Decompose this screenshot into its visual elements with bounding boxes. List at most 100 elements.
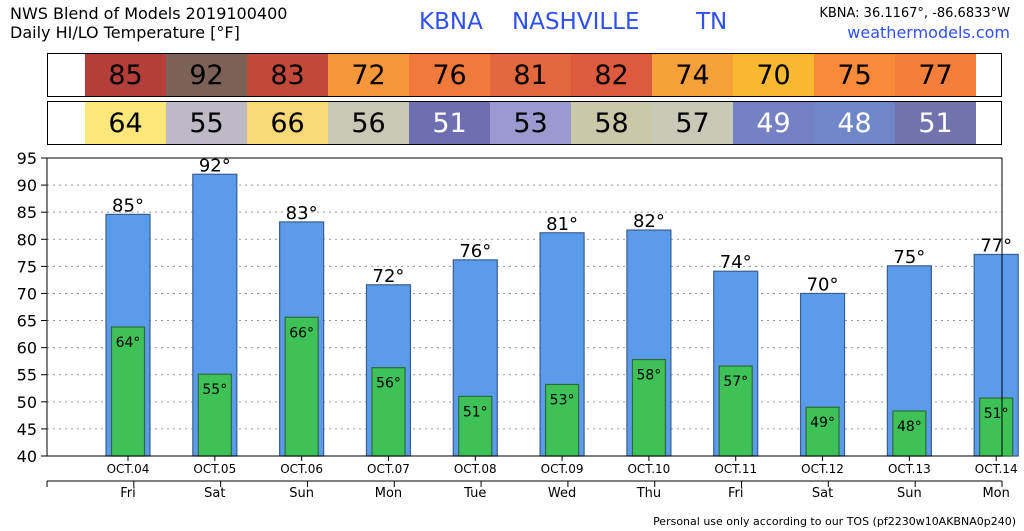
high-temperature-label: 76° bbox=[459, 241, 491, 262]
low-temperature-strip: 64 55 66 56 51 53 58 57 49 48 51 bbox=[47, 101, 1002, 145]
low-temperature-label: 58° bbox=[636, 368, 661, 384]
high-temperature-cell: 92 bbox=[166, 54, 247, 96]
station-id: KBNA bbox=[419, 9, 483, 35]
chart-axes: 40 45 50 55 60 65 70 75 80 85 90 95 OCT.04 Fri OCT.05 S… bbox=[17, 150, 1018, 500]
high-temperature-cell: 76 bbox=[409, 54, 490, 96]
low-temperature-label: 51° bbox=[984, 406, 1009, 422]
y-tick-label: 85 bbox=[17, 203, 37, 222]
low-temperature-label: 56° bbox=[376, 376, 401, 392]
low-temperature-cell: 51 bbox=[409, 102, 490, 144]
y-tick-label: 80 bbox=[17, 230, 37, 249]
x-day-label: Fri bbox=[728, 486, 744, 500]
y-tick-label: 75 bbox=[17, 257, 37, 276]
low-temperature-bar bbox=[631, 358, 667, 457]
low-temperature-label: 51° bbox=[463, 404, 488, 420]
x-date-label: OCT.08 bbox=[454, 462, 497, 476]
x-date-label: OCT.06 bbox=[280, 462, 323, 476]
chart-labels: 85° 64° 92° 55° 83° 66° 72° 56° 76° 51° 81° 53° 82° 5… bbox=[112, 155, 1012, 435]
low-temperature-cell: 55 bbox=[166, 102, 247, 144]
station-name: NASHVILLE bbox=[512, 9, 640, 35]
x-day-label: Sat bbox=[812, 486, 833, 500]
low-temperature-bar bbox=[979, 397, 1014, 457]
low-temperature-bar bbox=[284, 316, 319, 457]
low-temperature-bar bbox=[544, 383, 580, 457]
low-temperature-cell: 51 bbox=[895, 102, 976, 144]
low-temperature-bar bbox=[197, 373, 232, 457]
high-temperature-label: 77° bbox=[980, 235, 1012, 256]
low-temperature-bar bbox=[805, 406, 840, 457]
x-day-label: Thu bbox=[636, 486, 661, 500]
plot-frame bbox=[46, 157, 1003, 457]
high-temperature-label: 81° bbox=[546, 214, 578, 235]
low-temperature-bar bbox=[110, 326, 146, 457]
low-temperature-label: 53° bbox=[550, 392, 575, 408]
low-temperature-bar bbox=[458, 395, 493, 457]
x-date-label: OCT.14 bbox=[975, 462, 1018, 476]
low-temperature-cell: 58 bbox=[571, 102, 652, 144]
y-tick-label: 55 bbox=[17, 366, 37, 385]
station-state: TN bbox=[696, 9, 728, 35]
y-tick-label: 95 bbox=[17, 150, 37, 168]
high-temperature-cell: 70 bbox=[733, 54, 814, 96]
low-temperature-cell: 57 bbox=[652, 102, 733, 144]
x-date-label: OCT.09 bbox=[541, 462, 584, 476]
high-temperature-label: 82° bbox=[633, 211, 665, 232]
low-temperature-cell: 64 bbox=[85, 102, 166, 144]
low-temperature-cell: 49 bbox=[733, 102, 814, 144]
high-temperature-cell: 75 bbox=[814, 54, 895, 96]
chart-title-line-1: NWS Blend of Models 2019100400 bbox=[10, 4, 288, 23]
low-temperature-cell: 53 bbox=[490, 102, 571, 144]
x-date-label: OCT.05 bbox=[193, 462, 236, 476]
high-temperature-cell: 85 bbox=[85, 54, 166, 96]
low-temperature-bar bbox=[371, 367, 406, 457]
site-link[interactable]: weathermodels.com bbox=[847, 23, 1010, 42]
x-day-label: Tue bbox=[463, 486, 486, 500]
x-date-label: OCT.12 bbox=[801, 462, 844, 476]
x-day-label: Mon bbox=[375, 486, 402, 500]
high-temperature-cell: 77 bbox=[895, 54, 976, 96]
high-temperature-label: 75° bbox=[893, 247, 925, 268]
low-temperature-label: 48° bbox=[897, 419, 922, 435]
high-temperature-cell: 83 bbox=[247, 54, 328, 96]
high-temperature-label: 83° bbox=[286, 203, 318, 224]
x-day-label: Wed bbox=[548, 486, 576, 500]
x-day-label: Sat bbox=[204, 486, 225, 500]
low-temperature-bar bbox=[718, 365, 753, 457]
high-temperature-label: 74° bbox=[720, 252, 752, 273]
y-tick-label: 45 bbox=[17, 420, 37, 439]
y-tick-label: 90 bbox=[17, 176, 37, 195]
low-temperature-label: 55° bbox=[202, 382, 227, 398]
x-date-label: OCT.07 bbox=[367, 462, 410, 476]
footer-note: Personal use only according to our TOS (… bbox=[653, 515, 1016, 528]
high-temperature-cell: 82 bbox=[571, 54, 652, 96]
chart-bars bbox=[105, 173, 1019, 457]
y-tick-label: 65 bbox=[17, 312, 37, 331]
chart-title-line-2: Daily HI/LO Temperature [°F] bbox=[10, 23, 240, 42]
high-temperature-label: 72° bbox=[373, 266, 405, 287]
high-temperature-strip: 85 92 83 72 76 81 82 74 70 75 77 bbox=[47, 53, 1002, 97]
high-temperature-cell: 81 bbox=[490, 54, 571, 96]
high-temperature-cell: 72 bbox=[328, 54, 409, 96]
x-date-label: OCT.10 bbox=[627, 462, 670, 476]
high-temperature-cell: 74 bbox=[652, 54, 733, 96]
low-temperature-label: 66° bbox=[289, 325, 314, 341]
high-temperature-label: 85° bbox=[112, 195, 144, 216]
y-tick-label: 50 bbox=[17, 393, 37, 412]
x-day-label: Mon bbox=[982, 486, 1009, 500]
x-date-label: OCT.13 bbox=[888, 462, 931, 476]
low-temperature-label: 64° bbox=[116, 335, 141, 351]
station-coordinates: KBNA: 36.1167°, -86.6833°W bbox=[819, 6, 1010, 21]
x-date-label: OCT.11 bbox=[714, 462, 757, 476]
y-tick-label: 70 bbox=[17, 284, 37, 303]
chart-gridlines bbox=[47, 184, 1002, 430]
low-temperature-label: 49° bbox=[810, 415, 835, 431]
low-temperature-cell: 48 bbox=[814, 102, 895, 144]
x-day-label: Sun bbox=[289, 486, 314, 500]
temperature-chart: 40 45 50 55 60 65 70 75 80 85 90 95 OCT.04 Fri OCT.05 S… bbox=[17, 150, 1019, 500]
x-day-label: Sun bbox=[897, 486, 922, 500]
low-temperature-cell: 66 bbox=[247, 102, 328, 144]
high-temperature-label: 70° bbox=[807, 274, 839, 295]
low-temperature-cell: 56 bbox=[328, 102, 409, 144]
x-day-label: Fri bbox=[120, 486, 136, 500]
y-tick-label: 60 bbox=[17, 339, 37, 358]
